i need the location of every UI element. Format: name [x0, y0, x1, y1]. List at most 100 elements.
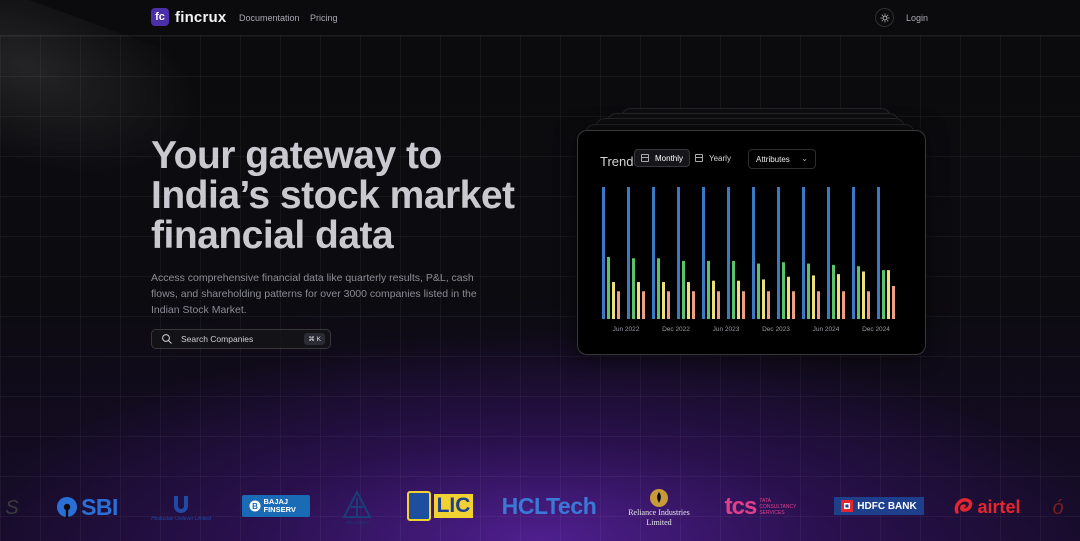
- chart-bar: [777, 187, 780, 319]
- nav-link-documentation[interactable]: Documentation: [239, 13, 300, 23]
- logo-text: LIC: [433, 494, 474, 518]
- chart-bar: [882, 270, 885, 319]
- x-tick-label: Dec 2022: [662, 326, 690, 333]
- chart-bar: [702, 187, 705, 319]
- company-logo-strip: S SBI Hindustan Unilever Limited B BAJAJ…: [0, 484, 1080, 532]
- logo-bajaj-finserv: B BAJAJ FINSERV: [242, 495, 310, 517]
- chart-bar: [687, 282, 690, 319]
- chart-bar: [612, 282, 615, 319]
- tab-monthly[interactable]: Monthly: [634, 149, 691, 167]
- chart-bar: [727, 187, 730, 319]
- tab-label: Monthly: [655, 153, 684, 163]
- chart-bar: [767, 291, 770, 319]
- top-nav: fc fincrux Documentation Pricing Login: [0, 0, 1080, 36]
- chart-bar: [707, 260, 710, 319]
- chart-bar: [642, 291, 645, 319]
- chart-bar: [892, 286, 895, 319]
- chart-bar: [712, 280, 715, 319]
- chart-bar: [852, 187, 855, 319]
- chart-bar: [607, 256, 610, 319]
- chart-bar: [627, 187, 630, 319]
- chart-bar: [827, 187, 830, 319]
- chart-bar: [717, 291, 720, 319]
- hero-description: Access comprehensive financial data like…: [151, 272, 477, 316]
- chart-bar: [787, 276, 790, 319]
- chart-bar: [692, 291, 695, 319]
- chart-bar: [782, 262, 785, 319]
- hero-title-line: financial data: [151, 214, 394, 257]
- hero-title-line: Your gateway to: [151, 134, 442, 177]
- login-link[interactable]: Login: [906, 13, 929, 23]
- chart-bar: [832, 264, 835, 319]
- calendar-icon: [641, 154, 649, 162]
- brand-logo[interactable]: fc fincrux: [151, 8, 226, 26]
- chart-bar: [652, 187, 655, 319]
- chart-bar: [817, 291, 820, 319]
- logo-tcs: tcs TATA CONSULTANCY SERVICES: [720, 492, 810, 522]
- chart-bar: [762, 279, 765, 319]
- chart-bar: [857, 266, 860, 319]
- chart-bar: [757, 263, 760, 319]
- chart-bar: [812, 275, 815, 319]
- chart-bar: [837, 274, 840, 319]
- svg-text:B: B: [252, 502, 258, 511]
- logo-text: TATA CONSULTANCY SERVICES: [759, 498, 797, 516]
- lic-emblem-icon: [406, 491, 431, 521]
- logo-itc: ITC Limited: [335, 487, 379, 527]
- sun-icon: [880, 13, 889, 22]
- chart-bar: [632, 258, 635, 319]
- brand-name: fincrux: [175, 8, 227, 26]
- theme-toggle-button[interactable]: [875, 8, 894, 27]
- tcs-wordmark-icon: tcs: [724, 493, 758, 520]
- tab-yearly[interactable]: Yearly: [689, 149, 737, 167]
- logo-text: BAJAJ FINSERV: [263, 497, 296, 514]
- logo-text: Hindustan Unilever Limited: [151, 516, 211, 522]
- logo-sbi: SBI: [52, 492, 122, 522]
- chart-bar: [842, 291, 845, 319]
- chart-bar: [682, 260, 685, 319]
- calendar-icon: [695, 154, 703, 162]
- nav-link-pricing[interactable]: Pricing: [310, 13, 338, 23]
- bajaj-b-icon: B: [249, 500, 260, 512]
- search-companies-button[interactable]: Search Companies ⌘ K: [151, 329, 331, 349]
- airtel-swirl-icon: [955, 498, 973, 514]
- logo-reliance: Reliance Industries Limited: [622, 484, 696, 532]
- logo-hindustan-unilever: Hindustan Unilever Limited: [145, 490, 217, 526]
- unilever-u-icon: [174, 496, 188, 513]
- chart-bar: [677, 187, 680, 319]
- trend-card: Trend Monthly Yearly Attributes ⌄ Jun 20…: [577, 130, 926, 355]
- chart-bar: [802, 187, 805, 319]
- card-title: Trend: [600, 154, 634, 169]
- search-icon: [162, 334, 172, 344]
- logo-text: ITC Limited: [345, 519, 369, 525]
- logo-lic: LIC: [405, 488, 475, 524]
- logo-text: airtel: [977, 496, 1021, 517]
- chart-bar: [737, 280, 740, 319]
- chart-bar: [867, 291, 870, 319]
- chart-bar: [742, 291, 745, 319]
- chart-bar: [662, 282, 665, 319]
- brand-mark-icon: fc: [151, 8, 169, 26]
- chart-bar: [667, 291, 670, 319]
- logo-fragment-left: S: [5, 496, 19, 519]
- logo-text: HDFC BANK: [857, 500, 917, 512]
- chevron-down-icon: ⌄: [801, 154, 808, 163]
- x-tick-label: Jun 2024: [813, 326, 840, 333]
- chart-bar: [792, 291, 795, 319]
- keyboard-shortcut-badge: ⌘ K: [304, 333, 325, 345]
- chart-bar: [877, 187, 880, 319]
- x-tick-label: Dec 2023: [762, 326, 790, 333]
- chart-bar: [617, 291, 620, 319]
- logo-hcltech: HCLTech: [498, 492, 600, 520]
- logo-airtel: airtel: [951, 492, 1023, 522]
- attributes-dropdown[interactable]: Attributes ⌄: [748, 149, 816, 169]
- logo-hdfc-bank: HDFC BANK: [834, 497, 924, 515]
- x-tick-label: Dec 2024: [862, 326, 890, 333]
- x-tick-label: Jun 2022: [613, 326, 640, 333]
- logo-text: Reliance Industries Limited: [628, 508, 690, 527]
- hdfc-emblem-icon: [841, 500, 854, 512]
- chart-bar: [862, 271, 865, 319]
- logo-text: HCLTech: [501, 492, 597, 519]
- sbi-emblem-icon: [57, 497, 78, 518]
- trend-bar-chart: Jun 2022 Dec 2022 Jun 2023 Dec 2023 Jun 2024…: [602, 187, 895, 333]
